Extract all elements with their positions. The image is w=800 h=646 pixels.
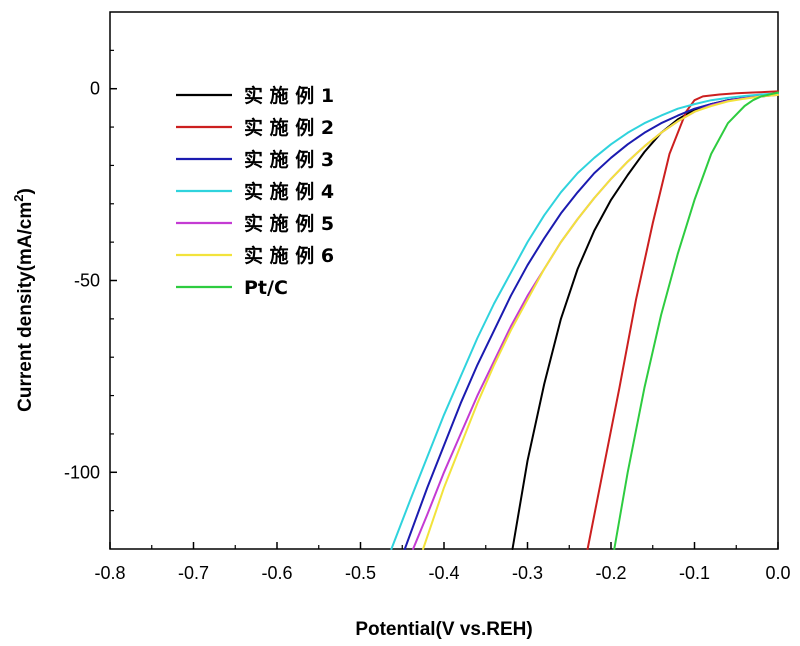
- x-axis: -0.8 -0.7 -0.6 -0.5 -0.4 -0.3 -0.2 -0.1 0.0: [94, 542, 791, 583]
- x-tick-label: -0.7: [178, 563, 209, 583]
- legend-label: 实 施 例 3: [244, 148, 334, 171]
- x-tick-label: -0.4: [428, 563, 459, 583]
- legend-label: Pt/C: [244, 277, 288, 299]
- legend-label: 实 施 例 4: [244, 180, 334, 203]
- legend-label: 实 施 例 6: [244, 244, 334, 267]
- series-line-2: [586, 90, 779, 550]
- x-tick-label: 0.0: [765, 563, 790, 583]
- x-tick-label: -0.8: [94, 563, 125, 583]
- y-axis-title: Current density(mA/cm2): [11, 188, 36, 412]
- legend-label: 实 施 例 5: [244, 212, 334, 235]
- series-line-4: [390, 92, 779, 550]
- legend-label: 实 施 例 1: [244, 84, 334, 107]
- legend-label: 实 施 例 2: [244, 116, 334, 139]
- y-axis-title-close: ): [15, 188, 36, 194]
- series-line-1: [511, 93, 779, 550]
- x-tick-label: -0.3: [512, 563, 543, 583]
- y-tick-label: -50: [74, 271, 100, 291]
- y-axis-title-main: Current density(mA/cm: [15, 202, 36, 412]
- x-tick-label: -0.6: [261, 563, 292, 583]
- x-axis-title: Potential(V vs.REH): [355, 619, 532, 640]
- x-tick-label: -0.2: [595, 563, 626, 583]
- y-tick-label: 0: [90, 79, 100, 99]
- legend: 实 施 例 1 实 施 例 2 实 施 例 3 实 施 例 4 实 施 例 5 实 施 例…: [176, 84, 334, 299]
- x-tick-label: -0.1: [679, 563, 710, 583]
- x-tick-label: -0.5: [345, 563, 376, 583]
- plot-area: -0.8 -0.7 -0.6 -0.5 -0.4 -0.3 -0.2 -0.1 0.0 0 -50…: [64, 11, 791, 583]
- series-line-5: [412, 93, 779, 550]
- series-line-6: [422, 93, 779, 550]
- y-axis: 0 -50 -100: [64, 49, 117, 512]
- series-line-3: [403, 93, 779, 550]
- y-axis-title-superscript: 2: [11, 194, 26, 201]
- series-line-7: [613, 91, 779, 550]
- series-layer: [390, 90, 779, 550]
- y-tick-label: -100: [64, 462, 100, 482]
- plot-frame: [109, 11, 779, 550]
